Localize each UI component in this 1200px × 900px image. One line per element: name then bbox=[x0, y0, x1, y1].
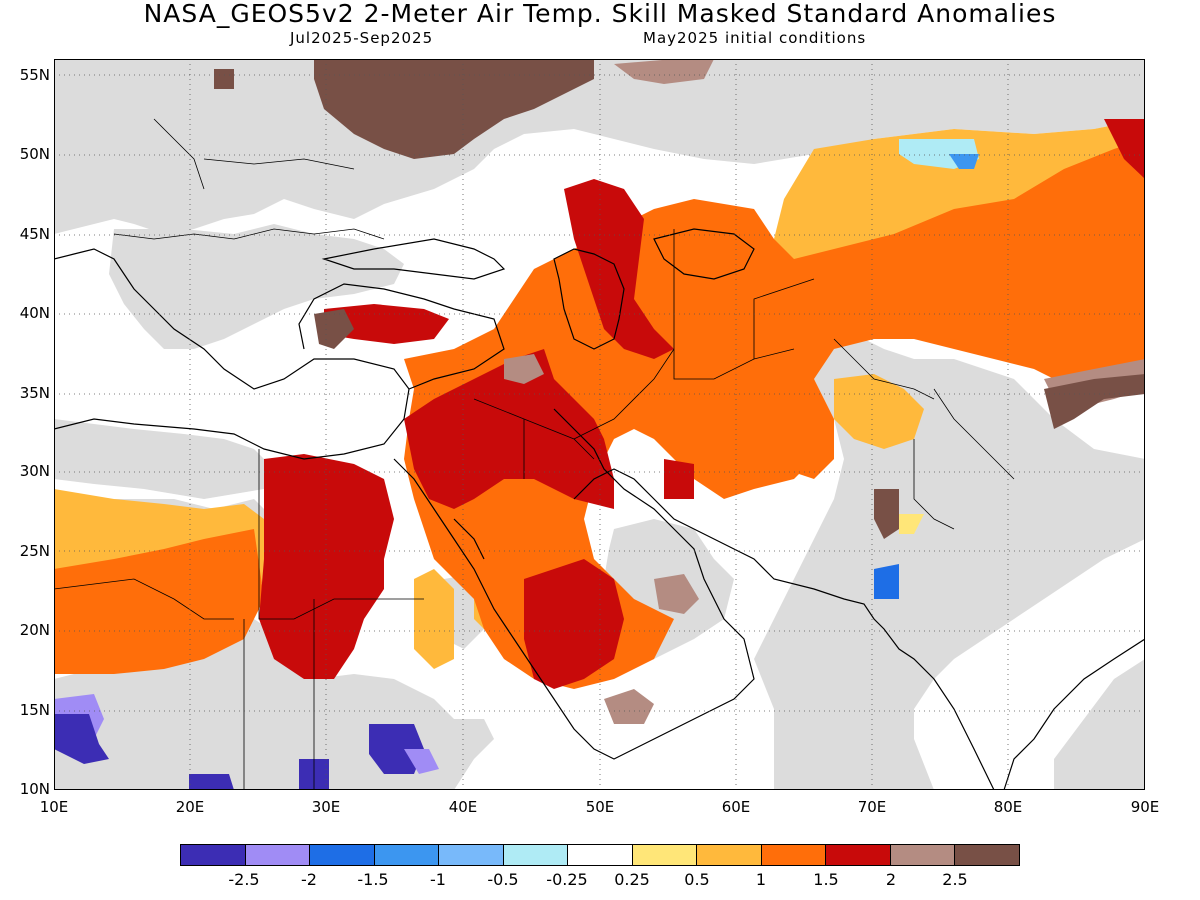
lat-label: 15N bbox=[19, 701, 50, 719]
lat-label: 55N bbox=[19, 66, 50, 84]
colorbar-tick-label: 0.5 bbox=[684, 870, 710, 889]
lat-label: 50N bbox=[19, 145, 50, 163]
colorbar-swatch bbox=[310, 845, 375, 865]
anomaly-layer-1.5-2 bbox=[259, 119, 1145, 689]
colorbar-swatch bbox=[826, 845, 891, 865]
colorbar-swatch bbox=[632, 845, 698, 865]
lon-label: 20E bbox=[175, 798, 205, 816]
colorbar-tick-label: 0.25 bbox=[614, 870, 650, 889]
colorbar-swatch bbox=[374, 845, 440, 865]
anomaly-layer-negative bbox=[54, 139, 979, 790]
colorbar-tick-label: -2 bbox=[301, 870, 317, 889]
lon-label: 60E bbox=[721, 798, 751, 816]
lat-label: 45N bbox=[19, 225, 50, 243]
colorbar-swatch bbox=[439, 845, 504, 865]
lat-label: 30N bbox=[19, 462, 50, 480]
lon-label: 30E bbox=[311, 798, 341, 816]
map-panel bbox=[54, 59, 1145, 790]
gridlines bbox=[54, 59, 1145, 790]
lat-label: 10N bbox=[19, 780, 50, 798]
colorbar-swatch bbox=[761, 845, 827, 865]
forecast-period: Jul2025-Sep2025 bbox=[290, 29, 434, 47]
lon-label: 10E bbox=[39, 798, 69, 816]
colorbar-swatch bbox=[955, 845, 1019, 865]
lon-label: 40E bbox=[448, 798, 478, 816]
colorbar-tick-label: -0.5 bbox=[487, 870, 519, 889]
coastlines bbox=[54, 228, 1145, 790]
lon-label: 70E bbox=[857, 798, 887, 816]
colorbar-swatch bbox=[245, 845, 311, 865]
colorbar-swatch bbox=[890, 845, 956, 865]
lon-label: 50E bbox=[585, 798, 615, 816]
lon-label: 90E bbox=[1130, 798, 1160, 816]
colorbar-tick-label: 1.5 bbox=[813, 870, 839, 889]
initial-conditions: May2025 initial conditions bbox=[643, 29, 867, 47]
colorbar-swatch bbox=[697, 845, 762, 865]
country-borders bbox=[54, 118, 1015, 790]
colorbar-tick-label: 2.5 bbox=[942, 870, 968, 889]
map-frame bbox=[54, 59, 1145, 790]
colorbar-tick-label: -0.25 bbox=[546, 870, 588, 889]
colorbar-swatch bbox=[503, 845, 569, 865]
colorbar-swatch bbox=[181, 845, 246, 865]
lat-label: 40N bbox=[19, 304, 50, 322]
colorbar-tick-label: 2 bbox=[885, 870, 897, 889]
colorbar-tick-label: -1 bbox=[430, 870, 446, 889]
colorbar-tick-label: -1.5 bbox=[357, 870, 389, 889]
lon-label: 80E bbox=[993, 798, 1023, 816]
colorbar-swatch bbox=[568, 845, 633, 865]
anomaly-layer-above-2.5 bbox=[214, 59, 1145, 539]
anomaly-map bbox=[54, 59, 1145, 790]
colorbar bbox=[180, 844, 1020, 866]
lat-label: 35N bbox=[19, 384, 50, 402]
colorbar-tick-label: -2.5 bbox=[228, 870, 260, 889]
lat-label: 25N bbox=[19, 542, 50, 560]
colorbar-tick-label: 1 bbox=[755, 870, 767, 889]
map-title: NASA_GEOS5v2 2-Meter Air Temp. Skill Mas… bbox=[143, 0, 1057, 28]
lat-label: 20N bbox=[19, 621, 50, 639]
